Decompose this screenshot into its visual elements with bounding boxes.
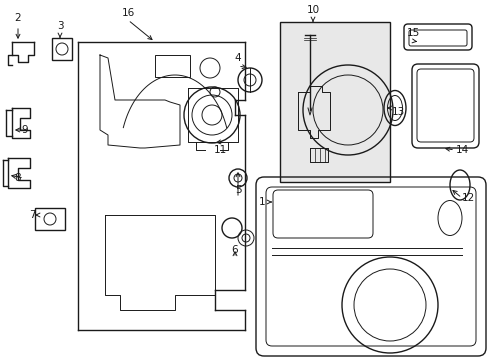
Text: 5: 5 (234, 185, 241, 195)
Text: 6: 6 (231, 245, 238, 255)
Text: 13: 13 (390, 107, 404, 117)
Text: 15: 15 (406, 28, 419, 38)
Text: 1: 1 (258, 197, 265, 207)
Bar (155, 55, 190, 77)
Bar (35, 208, 65, 230)
Bar (52, 38, 72, 60)
Text: 16: 16 (121, 8, 134, 18)
Text: 8: 8 (15, 173, 21, 183)
Text: 2: 2 (15, 13, 21, 23)
Text: 12: 12 (461, 193, 474, 203)
Text: 14: 14 (454, 145, 468, 155)
Text: 7: 7 (29, 210, 35, 220)
Text: 4: 4 (234, 53, 241, 63)
Bar (280, 22, 389, 182)
Text: 11: 11 (213, 145, 226, 155)
Text: 10: 10 (306, 5, 319, 15)
Text: 3: 3 (57, 21, 63, 31)
Text: 9: 9 (21, 125, 28, 135)
